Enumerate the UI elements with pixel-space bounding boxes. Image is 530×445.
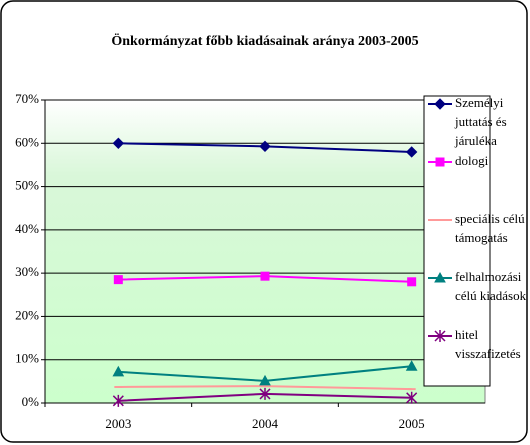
y-tick-label: 20%	[15, 307, 39, 322]
x-tick-label: 2004	[252, 416, 279, 431]
legend-label: speciális célú támogatás	[455, 211, 525, 245]
y-tick-label: 30%	[15, 264, 39, 279]
data-point	[259, 374, 271, 386]
y-tick-label: 50%	[15, 178, 39, 193]
chart-title: Önkormányzat főbb kiadásainak aránya 200…	[111, 32, 418, 49]
data-point	[407, 277, 417, 287]
legend-label: felhalmozási célú kiadások	[455, 269, 527, 303]
legend-marker	[434, 98, 446, 110]
data-point	[112, 365, 125, 377]
data-point	[260, 271, 270, 281]
legend-marker	[434, 330, 446, 342]
data-point	[112, 394, 124, 407]
legend-marker	[435, 157, 445, 167]
data-point	[405, 146, 418, 158]
y-tick-label: 40%	[15, 221, 39, 236]
legend-label: Személyi juttatás és járuléka	[454, 95, 507, 148]
data-point	[113, 275, 123, 285]
data-point	[259, 387, 271, 400]
y-tick-label: 70%	[15, 91, 39, 106]
legend-label: hitel visszafizetés	[455, 327, 521, 361]
data-point	[406, 391, 418, 404]
legend-marker	[434, 271, 446, 283]
x-tick-label: 2005	[399, 416, 425, 431]
data-point	[405, 360, 418, 371]
legend-box	[423, 95, 491, 387]
y-tick-label: 0%	[22, 394, 40, 409]
y-tick-label: 60%	[15, 134, 39, 149]
y-tick-label: 10%	[15, 351, 39, 366]
legend-label: dologi	[455, 153, 489, 168]
data-point	[259, 140, 271, 153]
data-point	[112, 137, 125, 149]
x-tick-label: 2003	[105, 416, 131, 431]
